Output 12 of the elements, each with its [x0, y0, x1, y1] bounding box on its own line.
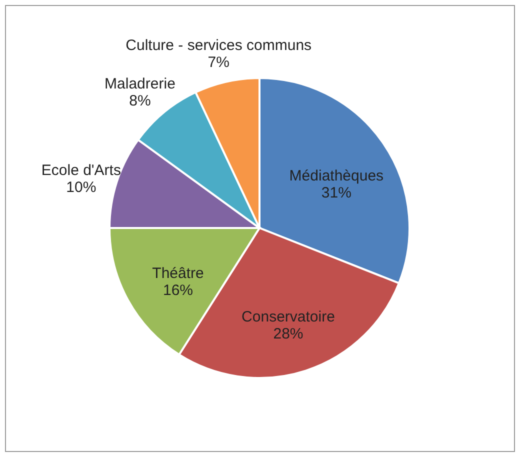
- slice-label: Culture - services communs: [126, 37, 312, 54]
- data-label: 28%: [273, 325, 304, 342]
- slice-label: Conservatoire: [242, 308, 335, 326]
- data-label: 10%: [66, 179, 96, 196]
- data-label: 16%: [162, 282, 194, 299]
- data-label: 31%: [321, 184, 352, 202]
- slice-label: Ecole d'Arts: [41, 162, 121, 180]
- slice-label: Maladrerie: [104, 76, 176, 93]
- data-label: 7%: [208, 54, 230, 72]
- data-label: 8%: [129, 92, 151, 110]
- slice-label: Théâtre: [152, 264, 204, 282]
- slice-label: Médiathèques: [289, 168, 384, 185]
